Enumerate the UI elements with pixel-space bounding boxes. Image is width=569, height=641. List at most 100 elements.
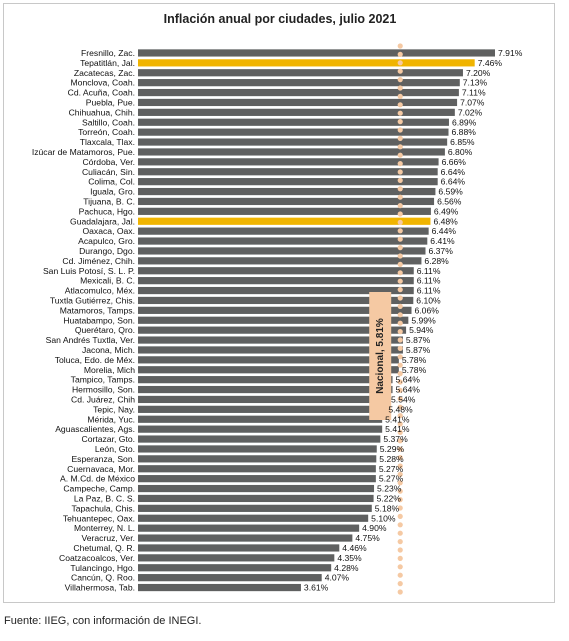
reference-dot (397, 194, 403, 200)
value-label: 7.07% (460, 97, 485, 107)
reference-dot (397, 429, 403, 435)
category-label: Guadalajara, Jal. (70, 216, 135, 226)
category-label: Acapulco, Gro. (78, 236, 135, 246)
value-label: 7.20% (466, 68, 491, 78)
reference-dot (397, 60, 403, 66)
reference-dot (397, 152, 403, 158)
bar (138, 356, 399, 364)
bar (138, 405, 386, 413)
reference-dot (397, 329, 403, 335)
value-label: 5.41% (385, 424, 410, 434)
category-label: Esperanza, Son. (71, 454, 135, 464)
reference-dot (397, 396, 403, 402)
value-label: 6.11% (417, 266, 441, 276)
category-label: Hermosillo, Son. (72, 385, 135, 395)
value-label: 6.37% (428, 246, 453, 256)
value-label: 4.75% (355, 533, 380, 543)
value-label: 5.28% (379, 454, 404, 464)
value-label: 4.46% (342, 543, 367, 553)
reference-dot (397, 530, 403, 536)
category-label: Durango, Dgo. (79, 246, 135, 256)
category-label: Tehuantepec, Oax. (63, 513, 135, 523)
category-label: La Paz, B. C. S. (74, 493, 135, 503)
category-label: Colima, Col. (88, 177, 135, 187)
bar (138, 574, 322, 582)
reference-dot (397, 345, 403, 351)
reference-dot (397, 245, 403, 251)
reference-dot (397, 522, 403, 528)
bar (138, 395, 389, 404)
category-label: Monclova, Coah. (71, 78, 136, 88)
value-label: 7.11% (462, 88, 486, 98)
value-label: 6.64% (441, 167, 466, 177)
reference-dot (397, 404, 403, 410)
category-label: A. M.Cd. de México (60, 474, 135, 484)
reference-dot (397, 547, 403, 553)
category-label: Tampico, Tamps. (71, 375, 135, 385)
reference-dot (397, 177, 403, 183)
reference-dot (397, 144, 403, 150)
category-label: Morelia, Mich (84, 365, 135, 375)
bar (138, 554, 335, 562)
reference-dot (397, 362, 403, 368)
value-label: 6.64% (441, 177, 466, 187)
reference-dot (397, 261, 403, 267)
reference-label: Nacional, 5.81% (375, 318, 386, 394)
value-label: 6.88% (452, 127, 477, 137)
value-label: 6.28% (424, 256, 449, 266)
reference-dot (397, 497, 403, 503)
bar (138, 108, 455, 116)
value-label: 6.11% (417, 286, 441, 296)
bar (138, 435, 381, 443)
category-label: Iguala, Gro. (90, 187, 135, 197)
value-label: 5.37% (383, 434, 408, 444)
value-label: 5.18% (375, 503, 400, 513)
value-label: 6.66% (442, 157, 467, 167)
value-label: 5.78% (402, 365, 427, 375)
reference-dot (397, 581, 403, 587)
value-label: 6.56% (437, 196, 462, 206)
bar (138, 69, 463, 77)
bar (138, 267, 414, 275)
bar (138, 277, 414, 285)
value-label: 4.90% (362, 523, 387, 533)
category-label: Saltillo, Coah. (82, 117, 135, 127)
value-label: 5.94% (409, 325, 434, 335)
bar (138, 455, 377, 463)
reference-label-box (369, 292, 392, 420)
bar (138, 88, 459, 97)
bar (138, 465, 376, 473)
reference-dot (397, 572, 403, 578)
reference-dot (397, 387, 403, 393)
value-label: 4.35% (337, 553, 362, 563)
reference-dot (397, 337, 403, 343)
reference-dot (397, 589, 403, 595)
bar (138, 346, 403, 354)
category-label: Matamoros, Tamps. (60, 305, 135, 315)
category-label: Tulancingo, Hgo. (70, 563, 135, 573)
reference-dot (397, 219, 403, 225)
category-label: Izúcar de Matamoros, Pue. (32, 147, 135, 157)
reference-dot (397, 371, 403, 377)
category-label: Culiacán, Sin. (82, 167, 135, 177)
value-label: 6.48% (433, 216, 458, 226)
category-label: Querétaro, Qro. (75, 325, 135, 335)
value-label: 7.13% (463, 78, 488, 88)
value-label: 5.87% (406, 335, 431, 345)
category-label: Puebla, Pue. (86, 97, 135, 107)
bar (138, 138, 448, 146)
bar (138, 286, 414, 295)
value-label: 6.85% (450, 137, 475, 147)
reference-dot (397, 186, 403, 192)
reference-dot (397, 413, 403, 419)
bar (138, 425, 383, 433)
value-label: 6.80% (448, 147, 473, 157)
reference-dot (397, 564, 403, 570)
bar (138, 514, 369, 522)
bar (138, 207, 431, 215)
value-label: 6.41% (430, 236, 455, 246)
category-label: Villahermosa, Tab. (65, 583, 135, 593)
category-label: Tepic, Nay. (93, 404, 135, 414)
reference-dot (397, 303, 403, 309)
value-label: 6.59% (438, 187, 463, 197)
